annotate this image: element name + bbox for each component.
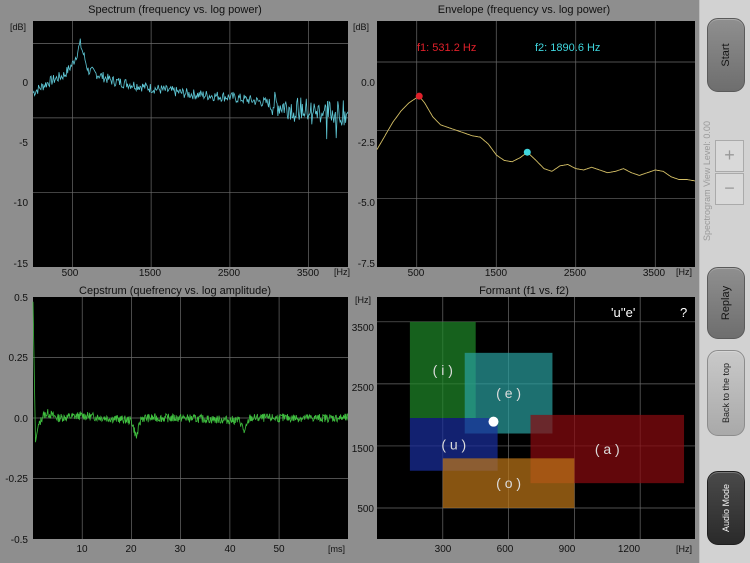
control-sidebar: Start Spectrogram View Level: 0.00 + − R… xyxy=(699,0,750,563)
envelope-xtick-2: 2500 xyxy=(564,268,587,279)
vowel-result: 'u''e' xyxy=(611,305,635,320)
cepstrum-chart: [ms] 0.5 0.25 0.0 -0.25 -0.5 10 20 30 40… xyxy=(5,293,349,555)
f2-marker xyxy=(523,148,531,156)
formant-unit-x: [Hz] xyxy=(676,544,692,554)
envelope-panel: Envelope (frequency vs. log power) f1: 5… xyxy=(349,0,699,281)
cepstrum-series xyxy=(32,301,349,443)
spectrum-unit-x: [Hz] xyxy=(334,267,350,277)
formant-xtick-1: 600 xyxy=(497,544,514,555)
back-to-top-label: Back to the top xyxy=(721,362,731,424)
cepstrum-title: Cepstrum (quefrency vs. log amplitude) xyxy=(79,285,271,297)
cepstrum-xtick-0: 10 xyxy=(76,544,88,555)
cepstrum-unit-x: [ms] xyxy=(328,544,345,554)
spectrum-xtick-3: 3500 xyxy=(297,268,320,279)
envelope-xtick-0: 500 xyxy=(408,268,425,279)
vowel-label-1: ( e ) xyxy=(496,385,521,401)
formant-xtick-3: 1200 xyxy=(618,544,641,555)
envelope-unit-y: [dB] xyxy=(353,22,369,32)
formant-xtick-2: 900 xyxy=(559,544,576,555)
formant-marker xyxy=(488,416,499,427)
cepstrum-xtick-2: 30 xyxy=(174,544,186,555)
spectrum-chart: [dB] [Hz] 0 -5 -10 -15 500 1500 2500 350… xyxy=(10,21,350,279)
spectrum-unit-y: [dB] xyxy=(10,22,26,32)
envelope-xtick-1: 1500 xyxy=(485,268,508,279)
cepstrum-xtick-1: 20 xyxy=(125,544,137,555)
cepstrum-ytick-4: -0.5 xyxy=(11,535,29,546)
envelope-xtick-3: 3500 xyxy=(643,268,666,279)
audio-mode-button[interactable]: Audio Mode xyxy=(707,471,745,545)
spectrogram-level-label: Spectrogram View Level: 0.00 xyxy=(702,120,712,241)
vowel-label-3: ( a ) xyxy=(595,441,620,457)
vowel-region-4 xyxy=(442,458,575,508)
envelope-ytick-0: 0.0 xyxy=(361,78,375,89)
envelope-unit-x: [Hz] xyxy=(676,267,692,277)
formant-unit-y: [Hz] xyxy=(355,295,371,305)
formant-chart[interactable]: ( i )( e )( u )( a )( o ) 'u''e' ? [Hz] … xyxy=(349,281,699,563)
formant-ytick-2: 1500 xyxy=(352,444,375,455)
envelope-ytick-3: -7.5 xyxy=(358,259,376,270)
zoom-minus-button[interactable]: − xyxy=(715,173,744,205)
spectrum-series xyxy=(32,38,349,140)
spectrum-xtick-1: 1500 xyxy=(139,268,162,279)
envelope-ytick-1: -2.5 xyxy=(358,138,376,149)
help-icon[interactable]: ? xyxy=(680,305,687,320)
zoom-plus-button[interactable]: + xyxy=(715,140,744,172)
formant-ytick-1: 2500 xyxy=(352,383,375,394)
f1-marker xyxy=(415,92,423,100)
spectrum-panel: Spectrum (frequency vs. log power) [dB] … xyxy=(0,0,350,281)
replay-button[interactable]: Replay xyxy=(707,267,745,339)
spectrum-xtick-0: 500 xyxy=(62,268,79,279)
back-to-top-button[interactable]: Back to the top xyxy=(707,350,745,436)
envelope-ytick-2: -5.0 xyxy=(358,198,376,209)
cepstrum-xtick-3: 40 xyxy=(224,544,236,555)
envelope-title: Envelope (frequency vs. log power) xyxy=(437,4,611,16)
f1-label: f1: 531.2 Hz xyxy=(417,42,476,54)
cepstrum-ytick-0: 0.5 xyxy=(14,293,28,304)
spectrum-ytick-0: 0 xyxy=(22,78,28,89)
cepstrum-panel: Cepstrum (quefrency vs. log amplitude) [… xyxy=(0,281,350,563)
envelope-chart: f1: 531.2 Hz f2: 1890.6 Hz [dB] [Hz] 0.0… xyxy=(353,21,696,279)
cepstrum-ytick-3: -0.25 xyxy=(5,474,28,485)
vowel-label-4: ( o ) xyxy=(496,475,521,491)
formant-ytick-3: 500 xyxy=(357,504,374,515)
formant-xtick-0: 300 xyxy=(435,544,452,555)
audio-mode-label: Audio Mode xyxy=(721,483,731,533)
cepstrum-ytick-2: 0.0 xyxy=(14,414,28,425)
formant-ytick-0: 3500 xyxy=(352,323,375,334)
spectrum-ytick-3: -15 xyxy=(14,259,29,270)
envelope-series xyxy=(376,95,696,182)
spectrum-title: Spectrum (frequency vs. log power) xyxy=(88,4,262,16)
spectrum-plot-area xyxy=(33,21,348,267)
spectrum-ytick-2: -10 xyxy=(14,198,29,209)
vowel-label-2: ( u ) xyxy=(441,436,466,452)
spectrum-ytick-1: -5 xyxy=(19,138,28,149)
cepstrum-ytick-1: 0.25 xyxy=(9,353,29,364)
spectrum-xtick-2: 2500 xyxy=(218,268,241,279)
replay-button-label: Replay xyxy=(720,285,732,321)
formant-title: Formant (f1 vs. f2) xyxy=(479,285,569,297)
envelope-plot-area xyxy=(377,21,695,267)
start-button[interactable]: Start xyxy=(707,18,745,92)
start-button-label: Start xyxy=(720,43,732,67)
f2-label: f2: 1890.6 Hz xyxy=(535,42,600,54)
spectrogram-level: Spectrogram View Level: 0.00 xyxy=(700,107,714,254)
formant-panel: Formant (f1 vs. f2) ( i ) ( e ) ( u ) ( a )… xyxy=(349,281,699,563)
cepstrum-xtick-4: 50 xyxy=(273,544,285,555)
vowel-label-0: ( i ) xyxy=(433,362,453,378)
